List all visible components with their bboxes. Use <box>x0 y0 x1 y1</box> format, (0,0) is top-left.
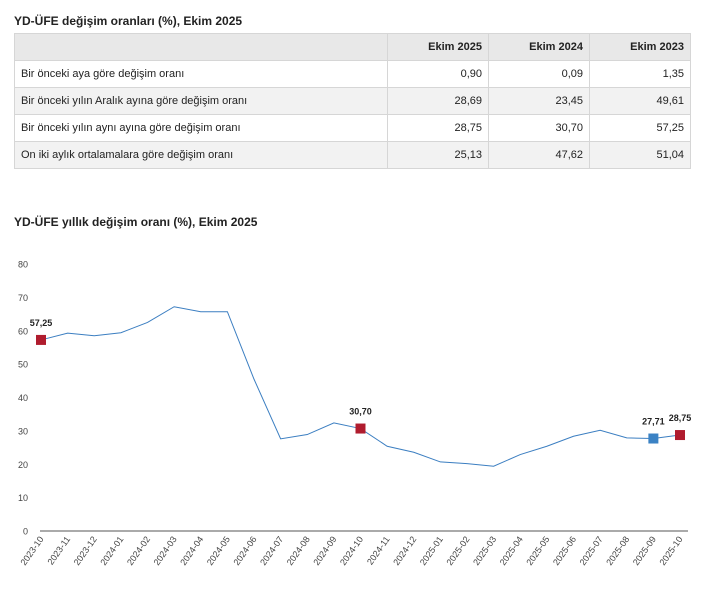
table-cell: 25,13 <box>387 141 489 169</box>
row-label: Bir önceki aya göre değişim oranı <box>14 60 388 88</box>
header-cell: Ekim 2023 <box>589 33 691 61</box>
header-cell <box>14 33 388 61</box>
y-tick-label: 0 <box>23 527 28 537</box>
x-tick-label: 2024-02 <box>125 534 152 567</box>
table-cell: 57,25 <box>589 114 691 142</box>
x-tick-label: 2024-10 <box>338 534 365 567</box>
x-tick-label: 2024-08 <box>285 534 312 567</box>
table-cell: 30,70 <box>488 114 590 142</box>
x-tick-label: 2023-12 <box>72 534 99 567</box>
table-cell: 51,04 <box>589 141 691 169</box>
data-label: 30,70 <box>349 407 372 417</box>
table-cell: 28,69 <box>387 87 489 115</box>
table-cell: 28,75 <box>387 114 489 142</box>
y-tick-label: 80 <box>18 260 28 270</box>
row-label: On iki aylık ortalamalara göre değişim o… <box>14 141 388 169</box>
x-tick-label: 2025-10 <box>658 534 685 567</box>
x-tick-label: 2024-05 <box>205 534 232 567</box>
data-point-marker <box>36 334 46 345</box>
y-tick-label: 20 <box>18 460 28 470</box>
data-point-marker <box>648 433 659 444</box>
x-tick-label: 2025-09 <box>631 534 658 567</box>
x-tick-label: 2024-11 <box>365 534 392 566</box>
header-cell: Ekim 2024 <box>488 33 590 61</box>
x-tick-label: 2025-02 <box>445 534 472 567</box>
x-tick-label: 2024-03 <box>152 534 179 567</box>
x-tick-label: 2024-12 <box>391 534 418 567</box>
rates-table: Ekim 2025 Ekim 2024 Ekim 2023 Bir önceki… <box>14 33 691 169</box>
x-tick-label: 2025-05 <box>524 534 551 567</box>
data-point-marker <box>355 423 366 434</box>
y-tick-label: 10 <box>18 493 28 503</box>
table-cell: 23,45 <box>488 87 590 115</box>
table-cell: 47,62 <box>488 141 590 169</box>
x-tick-label: 2025-06 <box>551 534 578 567</box>
chart-title: YD-ÜFE yıllık değişim oranı (%), Ekim 20… <box>14 215 258 229</box>
table-title: YD-ÜFE değişim oranları (%), Ekim 2025 <box>14 14 243 28</box>
x-tick-label: 2024-06 <box>232 534 259 567</box>
x-tick-label: 2023-11 <box>46 534 73 566</box>
table-cell: 0,90 <box>387 60 489 88</box>
table-header-row: Ekim 2025 Ekim 2024 Ekim 2023 <box>14 33 691 61</box>
row-label: Bir önceki yılın aynı ayına göre değişim… <box>14 114 388 142</box>
y-tick-label: 50 <box>18 360 28 370</box>
table-cell: 1,35 <box>589 60 691 88</box>
x-tick-label: 2024-01 <box>98 534 125 567</box>
table-row: On iki aylık ortalamalara göre değişim o… <box>14 141 691 169</box>
table-cell: 0,09 <box>488 60 590 88</box>
table-row: Bir önceki yılın aynı ayına göre değişim… <box>14 114 691 142</box>
x-tick-label: 2025-07 <box>578 534 605 567</box>
x-tick-label: 2023-10 <box>19 534 46 567</box>
table-row: Bir önceki yılın Aralık ayına göre değiş… <box>14 87 691 115</box>
table-row: Bir önceki aya göre değişim oranı 0,90 0… <box>14 60 691 88</box>
series-line <box>40 306 681 467</box>
x-tick-label: 2024-09 <box>311 534 338 567</box>
x-tick-label: 2024-04 <box>178 534 205 567</box>
row-label: Bir önceki yılın Aralık ayına göre değiş… <box>14 87 388 115</box>
x-tick-label: 2025-04 <box>498 534 525 567</box>
y-tick-label: 30 <box>18 426 28 436</box>
data-label: 57,25 <box>30 318 53 328</box>
y-tick-label: 60 <box>18 326 28 336</box>
x-tick-label: 2025-01 <box>418 534 445 567</box>
y-tick-label: 70 <box>18 293 28 303</box>
x-tick-label: 2024-07 <box>258 534 285 567</box>
x-tick-label: 2025-03 <box>471 534 498 567</box>
data-label: 27,71 <box>642 417 665 427</box>
x-tick-label: 2025-08 <box>604 534 631 567</box>
y-tick-label: 40 <box>18 393 28 403</box>
data-point-marker <box>675 430 685 441</box>
data-label: 28,75 <box>669 413 692 423</box>
table-cell: 49,61 <box>589 87 691 115</box>
header-cell: Ekim 2025 <box>387 33 489 61</box>
